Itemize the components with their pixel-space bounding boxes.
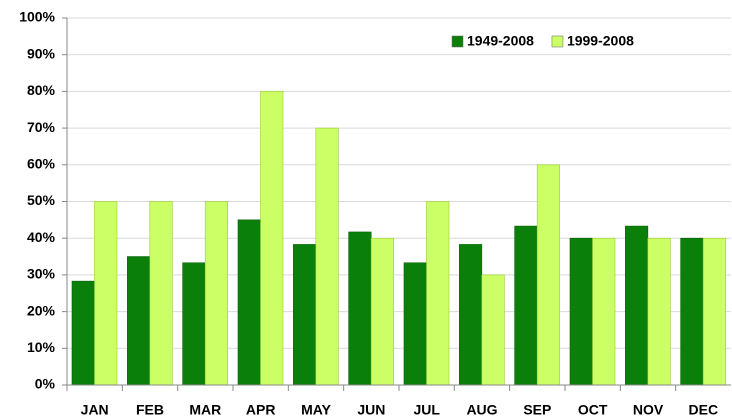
x-tick-label: APR xyxy=(246,402,276,418)
bar xyxy=(481,274,505,386)
x-tick-label: MAY xyxy=(301,402,331,418)
bar xyxy=(459,244,483,386)
bar xyxy=(403,262,427,386)
x-tick-label: NOV xyxy=(633,402,664,418)
bar xyxy=(315,127,339,386)
y-tick-label: 60% xyxy=(27,156,56,172)
bar xyxy=(536,164,560,386)
legend-label: 1949-2008 xyxy=(467,33,534,49)
x-tick-label: MAR xyxy=(189,402,221,418)
legend-swatch xyxy=(451,35,464,48)
bar xyxy=(680,237,704,386)
bar xyxy=(625,225,649,386)
y-tick-label: 80% xyxy=(27,82,56,98)
y-tick-label: 0% xyxy=(35,376,56,392)
y-tick-label: 70% xyxy=(27,119,56,135)
x-tick-label: JUL xyxy=(413,402,440,418)
y-tick-label: 20% xyxy=(27,302,56,318)
bar xyxy=(370,237,394,386)
bar xyxy=(426,201,450,386)
bar xyxy=(127,256,151,386)
bar xyxy=(514,225,538,386)
y-tick-label: 50% xyxy=(27,192,56,208)
bar xyxy=(94,201,118,386)
bar xyxy=(647,237,671,386)
x-tick-label: SEP xyxy=(523,402,551,418)
x-tick-label: OCT xyxy=(578,402,608,418)
bar xyxy=(204,201,228,386)
x-tick-label: FEB xyxy=(136,402,164,418)
bar xyxy=(702,237,726,386)
y-tick-label: 10% xyxy=(27,339,56,355)
bar xyxy=(293,244,317,386)
y-tick-label: 100% xyxy=(19,9,55,25)
bar xyxy=(348,231,372,386)
x-tick-label: DEC xyxy=(689,402,719,418)
legend-label: 1999-2008 xyxy=(567,33,634,49)
bar xyxy=(182,262,206,386)
bar xyxy=(569,237,593,386)
bar xyxy=(71,280,95,386)
x-tick-label: JAN xyxy=(81,402,109,418)
y-tick-label: 40% xyxy=(27,229,56,245)
bar xyxy=(592,237,616,386)
x-tick-label: JUN xyxy=(357,402,385,418)
bar xyxy=(149,201,173,386)
bar xyxy=(237,219,261,386)
bar xyxy=(260,91,284,386)
x-tick-label: AUG xyxy=(466,402,497,418)
legend-swatch xyxy=(551,35,564,48)
y-tick-label: 90% xyxy=(27,45,56,61)
y-tick-label: 30% xyxy=(27,266,56,282)
